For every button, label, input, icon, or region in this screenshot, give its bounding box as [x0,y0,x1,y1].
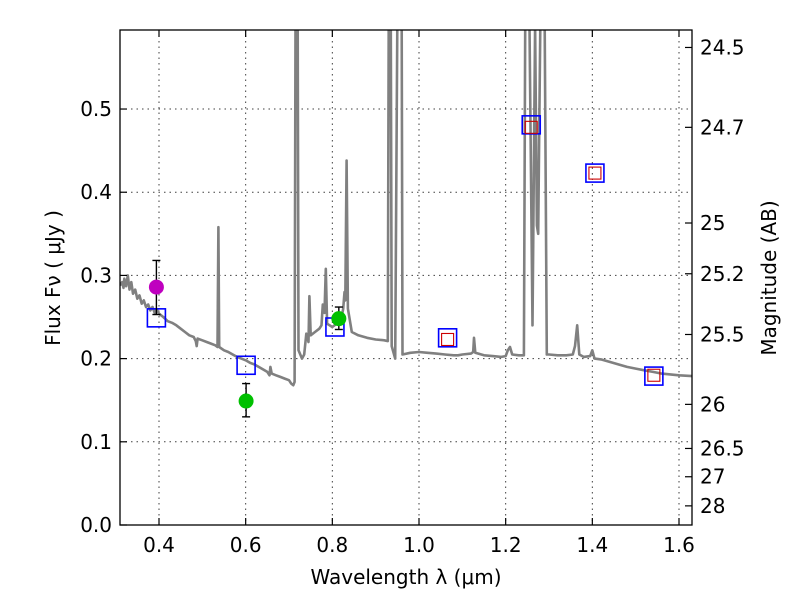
magnitude-tick-label: 28 [700,494,725,518]
model-photometry-square [437,328,458,348]
observed-photometry-square [524,120,538,134]
magnitude-tick-label: 24.5 [700,35,745,59]
detection-point [331,311,347,327]
plot-frame [119,29,693,526]
magnitude-tick-label: 26.5 [700,436,745,460]
y-axis-title-right: Magnitude (AB) [757,200,781,355]
y-tick-label-left: 0.3 [80,263,112,287]
magnitude-tick-label: 25.5 [700,322,745,346]
y-tick-label-left: 0.0 [80,513,112,537]
model-photometry-square [644,366,664,386]
y-tick-label-left: 0.4 [80,180,112,204]
y-tick-label-left: 0.1 [80,430,112,454]
magnitude-tick-label: 27 [700,465,725,489]
x-tick-label: 1.0 [403,533,435,557]
x-tick-label: 1.4 [576,533,608,557]
observed-photometry-square [441,332,455,347]
x-axis-title: Wavelength λ (μm) [310,565,501,589]
observed-photometry-square [588,166,602,180]
magnitude-tick-label: 26 [700,392,725,416]
detection-point [148,279,164,295]
magnitude-tick-label: 25.2 [700,262,745,286]
ticks: 0.4 0.6 0.8 1.0 1.2 1.4 1.6 0.0 0.1 0.2 0.3 0.4 0.5 2… [80,30,745,557]
x-tick-label: 0.8 [316,533,348,557]
y-axis-title-left: Flux Fν ( μJy ) [41,210,65,346]
x-tick-label: 1.6 [663,533,695,557]
observed-photometry-square [647,368,661,382]
spectrum-line [120,30,692,387]
data-layer [120,30,692,418]
model-photometry-square [236,355,256,376]
x-tick-label: 0.6 [230,533,262,557]
model-photometry-square [585,163,605,183]
detection-point [238,393,254,409]
y-tick-label-left: 0.5 [80,97,112,121]
x-tick-label: 0.4 [143,533,175,557]
x-tick-label: 1.2 [490,533,522,557]
y-tick-label-left: 0.2 [80,347,112,371]
magnitude-tick-label: 25 [700,211,725,235]
magnitude-tick-label: 24.7 [700,115,745,139]
